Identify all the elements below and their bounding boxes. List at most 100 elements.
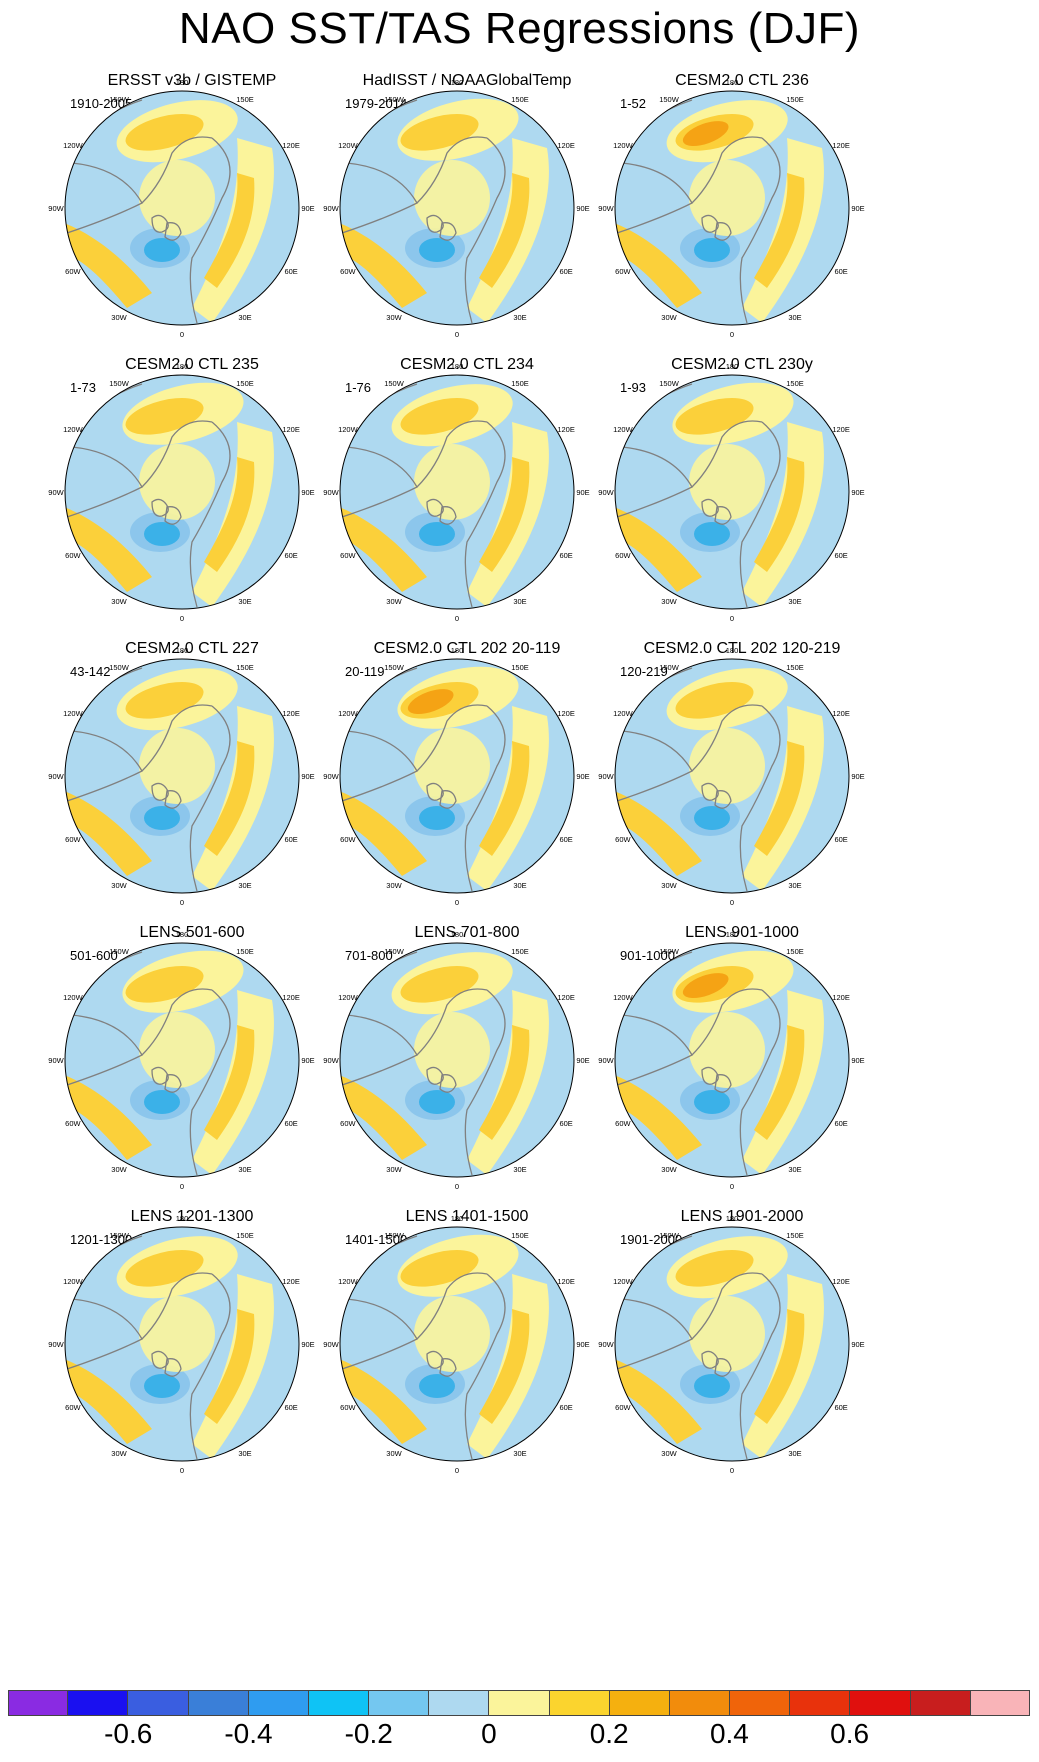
longitude-label: 90W	[598, 1056, 614, 1065]
longitude-label: 90W	[323, 772, 339, 781]
map-panel: LENS 1901-2000 1901-2000 180 150E 120E 90E 60E…	[598, 1208, 912, 1508]
map-border	[614, 374, 850, 610]
longitude-label: 150W	[659, 379, 680, 388]
map-border	[64, 658, 300, 894]
longitude-label: 30W	[386, 1449, 402, 1458]
longitude-label: 60E	[559, 835, 572, 844]
longitude-label: 150E	[236, 1231, 254, 1240]
longitude-label: 90W	[598, 1340, 614, 1349]
longitude-label: 150W	[659, 1231, 680, 1240]
map-border	[339, 374, 575, 610]
longitude-label: 150E	[511, 1231, 529, 1240]
longitude-label: 120E	[282, 709, 300, 718]
longitude-label: 90W	[598, 204, 614, 213]
atlantic-warm-band	[65, 507, 152, 592]
longitude-label: 0	[730, 1466, 734, 1475]
panel-title: LENS 901-1000	[685, 924, 799, 941]
map-panel: CESM2.0 CTL 202 120-219 120-219 180 150E 120…	[598, 640, 912, 940]
longitude-label: 30E	[513, 881, 526, 890]
map-panel: CESM2.0 CTL 230y 1-93 180 150E 120E 90E 60E 30E…	[598, 356, 912, 656]
polar-map: 180 150E 120E 90E 60E 30E 0 30W 60W 90W 120W 150W	[323, 362, 589, 623]
map-border	[64, 942, 300, 1178]
longitude-label: 90W	[598, 772, 614, 781]
longitude-label: 180	[451, 646, 464, 655]
longitude-label: 120E	[282, 1277, 300, 1286]
atlantic-warm-band	[65, 223, 152, 308]
longitude-label: 90E	[851, 488, 864, 497]
longitude-label: 150E	[236, 947, 254, 956]
longitude-label: 150E	[511, 379, 529, 388]
polar-map: 180 150E 120E 90E 60E 30E 0 30W 60W 90W 120W 150W	[48, 646, 314, 907]
longitude-label: 60E	[834, 1119, 847, 1128]
longitude-label: 150W	[109, 1231, 130, 1240]
atlantic-warm-band	[65, 1359, 152, 1444]
longitude-label: 60E	[834, 267, 847, 276]
longitude-label: 60W	[340, 1403, 356, 1412]
colorbar-swatch	[248, 1690, 309, 1716]
longitude-label: 30W	[386, 313, 402, 322]
atlantic-warm-band	[340, 223, 427, 308]
longitude-label: 90W	[48, 772, 64, 781]
longitude-label: 120W	[338, 141, 359, 150]
longitude-label: 60W	[65, 267, 81, 276]
arctic-anomaly	[139, 1296, 215, 1372]
panel-title: CESM2.0 CTL 236	[675, 72, 809, 89]
longitude-label: 90E	[576, 1340, 589, 1349]
atlantic-warm-band	[615, 791, 702, 876]
coastlines	[65, 1235, 231, 1460]
polar-map: 180 150E 120E 90E 60E 30E 0 30W 60W 90W 120W 150W	[323, 646, 589, 907]
polar-map: 180 150E 120E 90E 60E 30E 0 30W 60W 90W 120W 150W	[598, 362, 864, 623]
panel-period: 120-219	[620, 664, 668, 679]
longitude-label: 60E	[834, 835, 847, 844]
longitude-label: 150W	[384, 1231, 405, 1240]
longitude-label: 150E	[236, 379, 254, 388]
arctic-anomaly	[139, 160, 215, 236]
longitude-label: 30W	[111, 1165, 127, 1174]
longitude-label: 150W	[109, 947, 130, 956]
longitude-label: 150W	[384, 663, 405, 672]
longitude-label: 90E	[576, 1056, 589, 1065]
longitude-label: 150W	[659, 947, 680, 956]
longitude-label: 30E	[238, 881, 251, 890]
longitude-label: 150E	[786, 947, 804, 956]
longitude-label: 150E	[236, 663, 254, 672]
longitude-label: 60E	[834, 551, 847, 560]
atlantic-warm-band	[340, 507, 427, 592]
longitude-label: 90W	[323, 1340, 339, 1349]
longitude-label: 90E	[576, 204, 589, 213]
longitude-label: 60E	[559, 1119, 572, 1128]
longitude-label: 150W	[384, 379, 405, 388]
longitude-label: 180	[176, 930, 189, 939]
map-panel: LENS 901-1000 901-1000 180 150E 120E 90E 60E 30…	[598, 924, 912, 1224]
longitude-label: 90E	[851, 1056, 864, 1065]
longitude-label: 0	[455, 1466, 459, 1475]
longitude-label: 0	[455, 1182, 459, 1191]
polar-map: 180 150E 120E 90E 60E 30E 0 30W 60W 90W 120W 150W	[598, 930, 864, 1191]
colorbar-tick-label: -0.6	[104, 1718, 153, 1749]
map-border	[614, 942, 850, 1178]
longitude-label: 120E	[282, 993, 300, 1002]
map-border	[339, 90, 575, 326]
longitude-label: 60W	[65, 1119, 81, 1128]
panel-period: 501-600	[70, 948, 118, 963]
map-panel: LENS 1201-1300 1201-1300 180 150E 120E 90E 60E…	[48, 1208, 362, 1508]
arctic-anomaly	[689, 1296, 765, 1372]
panel-title: CESM2.0 CTL 234	[400, 356, 534, 373]
colorbar-swatch	[609, 1690, 670, 1716]
panel-period: 901-1000	[620, 948, 675, 963]
polar-map: 180 150E 120E 90E 60E 30E 0 30W 60W 90W 120W 150W	[48, 1214, 314, 1475]
arctic-anomaly	[414, 1012, 490, 1088]
longitude-label: 0	[455, 898, 459, 907]
longitude-label: 60W	[340, 267, 356, 276]
polar-map: 180 150E 120E 90E 60E 30E 0 30W 60W 90W 120W 150W	[48, 78, 314, 339]
panel-title: LENS 701-800	[414, 924, 520, 941]
arctic-anomaly	[414, 444, 490, 520]
colorbar-swatch	[489, 1690, 550, 1716]
longitude-label: 120W	[613, 993, 634, 1002]
map-panel: CESM2.0 CTL 202 20-119 20-119 180 150E 120E 9…	[323, 640, 637, 940]
colorbar-swatch	[308, 1690, 370, 1716]
longitude-label: 60W	[340, 835, 356, 844]
polar-map: 180 150E 120E 90E 60E 30E 0 30W 60W 90W 120W 150W	[323, 78, 589, 339]
longitude-label: 120E	[557, 709, 575, 718]
panel-period: 43-142	[70, 664, 111, 679]
